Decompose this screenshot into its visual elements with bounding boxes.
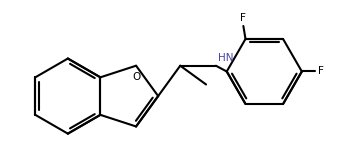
Text: F: F — [240, 13, 246, 23]
Text: HN: HN — [218, 53, 234, 63]
Text: F: F — [318, 66, 323, 76]
Text: O: O — [132, 72, 140, 82]
